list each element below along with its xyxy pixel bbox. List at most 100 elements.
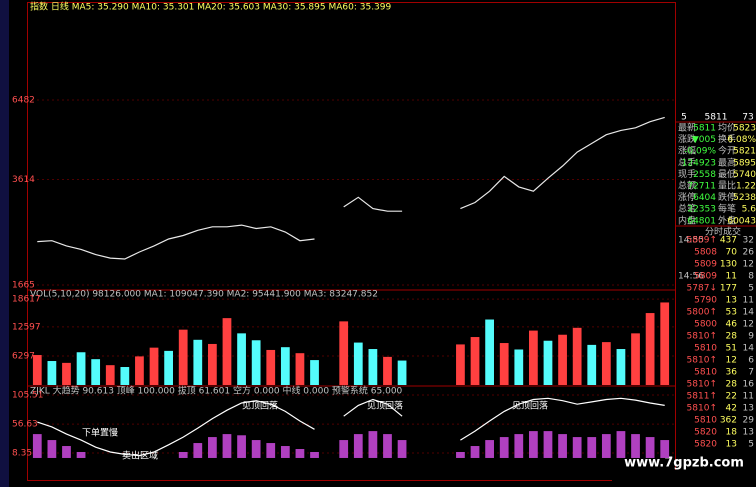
- indicator-bar: [631, 434, 640, 458]
- quote-cell: 72711: [687, 182, 716, 192]
- trade-cell: 5810↑: [687, 404, 717, 414]
- indicator-bar: [558, 434, 567, 458]
- indicator-bar: [237, 435, 246, 458]
- indicator-bar: [587, 437, 597, 458]
- volume-bar: [295, 353, 305, 385]
- annotation: 见顶回落: [242, 400, 278, 412]
- quote-cell: 总笔: [678, 203, 696, 215]
- quote-cell: 量比: [718, 180, 736, 192]
- trade-cell: 18: [726, 428, 738, 438]
- indicator-bar: [193, 443, 203, 458]
- y-tick-label: 56.63: [12, 420, 38, 430]
- volume-bar: [280, 347, 290, 385]
- volume-bar: [353, 342, 363, 385]
- volume-bar: [149, 347, 159, 385]
- indicator-bar: [339, 440, 349, 458]
- volume-bar: [62, 362, 71, 385]
- trade-cell: 5820: [694, 440, 717, 450]
- indicator-bar: [616, 431, 626, 458]
- trade-cell: 6: [748, 356, 754, 366]
- volume-bar: [397, 360, 407, 385]
- trade-cell: 70: [726, 248, 738, 258]
- quote-cell: 涨幅: [678, 145, 696, 157]
- volume-bar: [237, 333, 246, 385]
- trade-cell: 13: [743, 428, 754, 438]
- quote-header: 5: [681, 113, 687, 123]
- quote-cell: 最新: [678, 122, 696, 134]
- annotation: 卖出区域: [122, 450, 158, 462]
- quote-cell: 最高: [718, 156, 736, 168]
- series-line: [37, 397, 665, 457]
- quote-cell: 1.22: [736, 182, 756, 192]
- trade-cell: 5809: [694, 272, 717, 282]
- trade-cell: 5810: [694, 344, 717, 354]
- volume-bar: [485, 319, 494, 385]
- trade-cell: 437: [720, 236, 737, 246]
- volume-bar: [383, 356, 392, 385]
- quote-cell: 5238: [733, 193, 756, 203]
- quote-cell: 今开: [718, 145, 736, 157]
- indicator-bar: [280, 446, 290, 458]
- volume-bar: [499, 343, 509, 385]
- trade-cell: 5790: [694, 296, 717, 306]
- volume-bar: [164, 350, 173, 385]
- volume-bar: [616, 349, 626, 385]
- quote-cell: 5811: [693, 124, 716, 134]
- quote-cell: 跌停: [718, 191, 736, 203]
- trade-cell: 12: [726, 356, 737, 366]
- trade-cell: 51: [726, 344, 737, 354]
- series-line: [37, 116, 665, 260]
- volume-bar: [91, 359, 101, 385]
- volume-bar: [76, 352, 86, 385]
- volume-bar: [32, 355, 42, 385]
- indicator-bar: [645, 437, 655, 458]
- annotation: 见顶回落: [512, 400, 548, 412]
- volume-bar: [572, 327, 582, 385]
- trade-cell: 14:55: [678, 236, 704, 246]
- quote-header: 73: [742, 113, 753, 123]
- quote-cell: 2558: [693, 170, 716, 180]
- quote-cell: 6404: [693, 193, 716, 203]
- volume-bar: [368, 349, 378, 385]
- indicator-bar: [470, 446, 480, 458]
- quote-cell: 124923: [682, 158, 716, 168]
- y-tick-label: 3614: [12, 175, 35, 185]
- quote-cell: 5821: [733, 147, 756, 157]
- indicator-bar: [601, 434, 611, 458]
- volume-bar: [456, 344, 465, 385]
- y-tick-label: 1665: [12, 281, 35, 291]
- side-tabs: [0, 0, 9, 487]
- quote-cell: 5823: [733, 124, 756, 134]
- trade-cell: 29: [743, 416, 755, 426]
- trade-cell: 5820: [694, 428, 717, 438]
- volume-bar: [470, 337, 480, 385]
- trade-cell: 5: [748, 440, 754, 450]
- trade-cell: 14: [743, 344, 755, 354]
- top-legend: 指数 日线 MA5: 35.290 MA10: 35.301 MA20: 35.…: [30, 1, 392, 13]
- y-tick-label: 18617: [12, 295, 41, 305]
- indicator-bar: [251, 440, 261, 458]
- quote-cell: 6.08%: [727, 135, 756, 145]
- indicator-bar: [572, 437, 582, 458]
- indicator-bar: [295, 449, 305, 458]
- volume-bar: [120, 367, 130, 385]
- quote-cell: 5.6: [742, 205, 756, 215]
- indicator-bar: [660, 440, 670, 458]
- trades-title: 分时成交: [705, 226, 741, 238]
- trade-cell: 11: [743, 392, 754, 402]
- trade-cell: 12: [743, 260, 754, 270]
- frame: [27, 2, 676, 481]
- volume-bar: [645, 313, 655, 385]
- trade-cell: 5808: [694, 248, 717, 258]
- indicator-bar: [499, 437, 509, 458]
- indicator-bar: [47, 440, 57, 458]
- y-tick-label: 6482: [12, 95, 35, 105]
- y-tick-label: 105.51: [12, 390, 44, 400]
- volume-bar: [310, 360, 319, 385]
- annotation: 见顶回落: [367, 400, 403, 412]
- volume-bar: [135, 356, 144, 385]
- volume-bar: [543, 340, 553, 385]
- indicator-bar: [266, 443, 276, 458]
